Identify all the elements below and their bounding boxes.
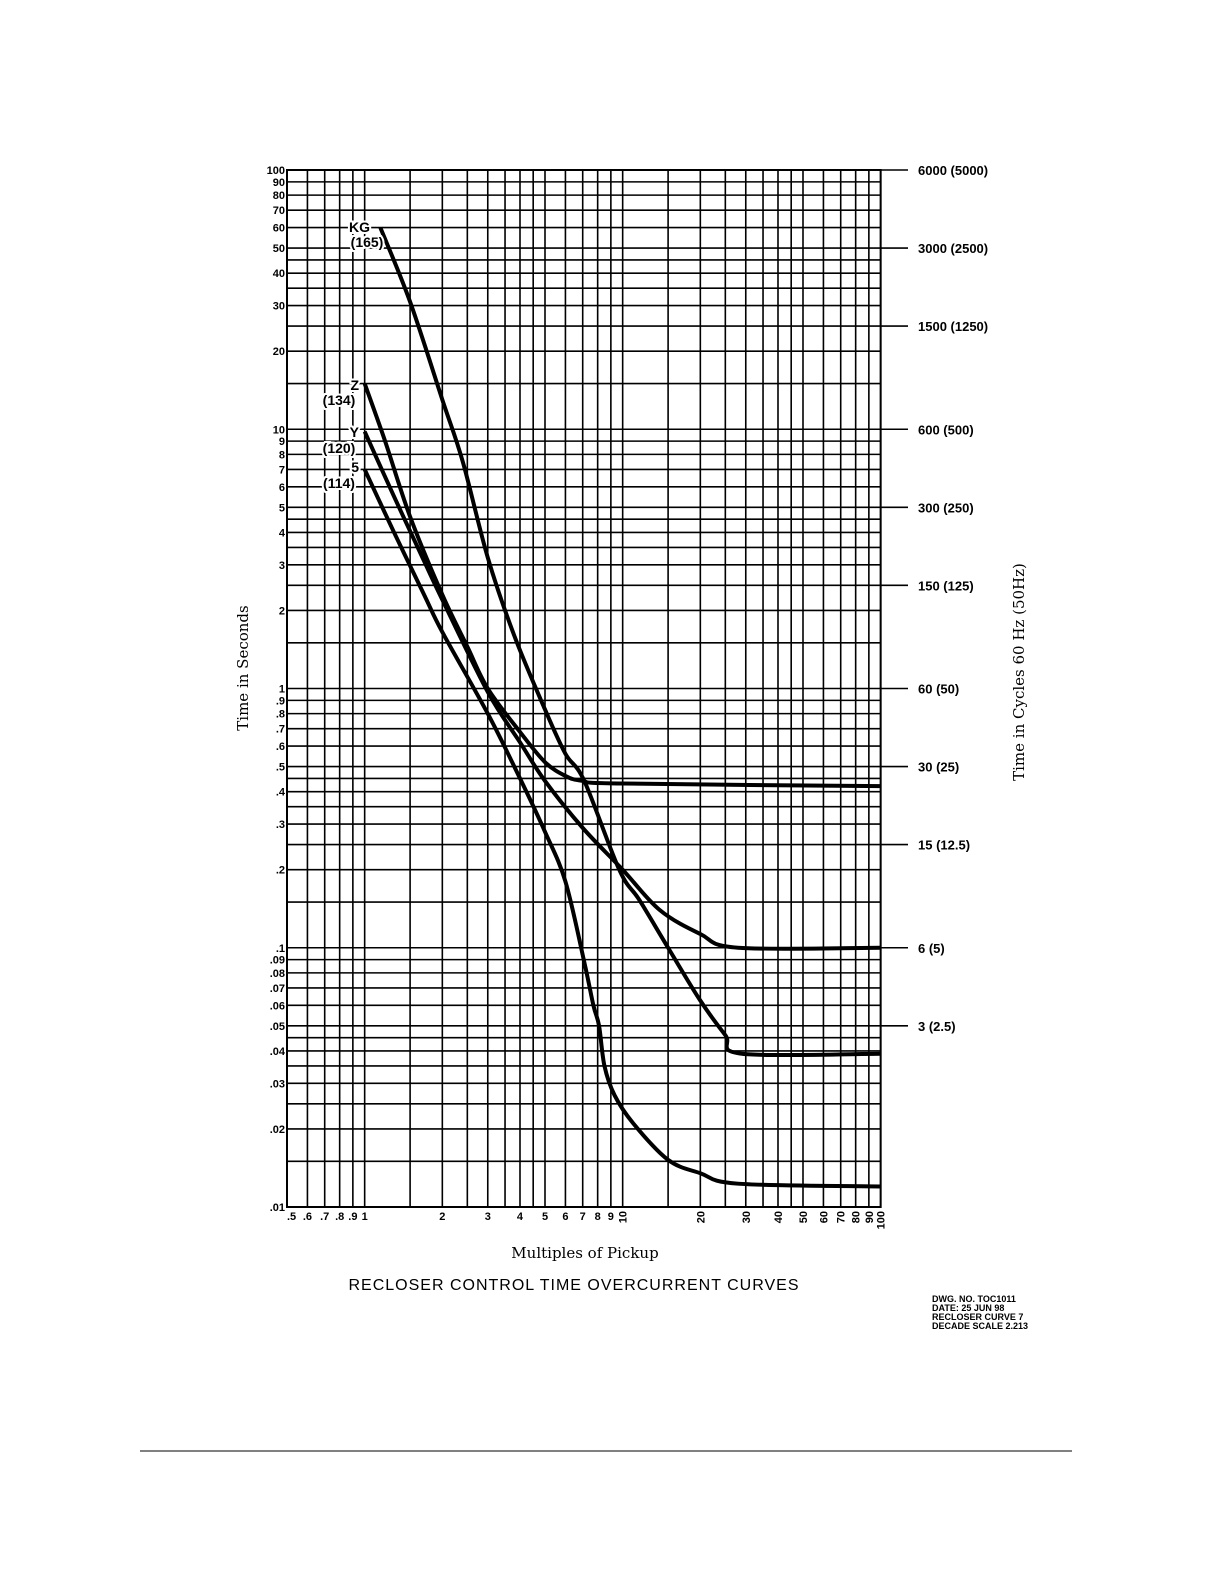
x-tick-label: 3 [485, 1211, 491, 1223]
y-tick-label: .8 [276, 709, 285, 721]
y-tick-label: 3 [279, 560, 285, 572]
y2-tick-label: 6000 (5000) [918, 163, 988, 178]
y-tick-label: .03 [270, 1078, 285, 1090]
curve-label-name: 5 [351, 459, 359, 475]
y2-tick-label: 15 (12.5) [918, 838, 970, 853]
y-tick-label: 80 [273, 190, 285, 202]
x-tick-label: 60 [818, 1211, 830, 1223]
y-tick-label: 4 [279, 527, 286, 539]
x-tick-label: 50 [798, 1211, 810, 1223]
x-tick-label: 1 [362, 1211, 368, 1223]
y2-tick-label: 30 (25) [918, 760, 959, 775]
curve-kg [378, 226, 881, 1058]
x-tick-label: .8 [335, 1211, 344, 1223]
curve-label-name: KG [349, 219, 370, 235]
x-tick-label: 8 [595, 1211, 601, 1223]
curve-label-name: Y [350, 424, 360, 440]
curves [362, 226, 881, 1189]
grid [286, 169, 882, 1208]
y-tick-label: .09 [270, 955, 285, 967]
drawing-scale: DECADE SCALE 2.213 [932, 1321, 1028, 1331]
y2-tick-label: 60 (50) [918, 682, 959, 697]
y-tick-label: .06 [270, 1000, 285, 1012]
y2-tick-label: 6 (5) [918, 941, 945, 956]
drawing-date: DATE: 25 JUN 98 [932, 1303, 1004, 1313]
y-tick-label: .01 [270, 1202, 285, 1214]
y2-tick-label: 3 (2.5) [918, 1019, 956, 1034]
x-tick-label: .6 [303, 1211, 312, 1223]
y-tick-label: 90 [273, 177, 285, 189]
drawing-number: DWG. NO. TOC1011 [932, 1294, 1016, 1304]
x-axis-ticks: .5 .6 .7 .8 .9 1 2 3 4 5 6 7 8 9 10 20 30 40 50 60 70 80 90 100 [287, 1211, 888, 1229]
curve-label-code: (134) [323, 392, 356, 408]
x-tick-label: 90 [864, 1211, 876, 1223]
x-tick-label: 40 [773, 1211, 785, 1223]
x-tick-label: .5 [287, 1211, 296, 1223]
x-tick-label: 70 [836, 1211, 848, 1223]
y2-tick-label: 300 (250) [918, 500, 974, 515]
y-tick-label: 20 [273, 346, 285, 358]
curve-y [362, 430, 881, 951]
y-axis-label: Time in Seconds [234, 605, 252, 730]
y-tick-label: 6 [279, 482, 285, 494]
x-tick-label: 20 [695, 1211, 707, 1223]
y-tick-label: 8 [279, 449, 285, 461]
curve-label-code: (165) [351, 234, 384, 250]
y2-tick-label: 3000 (2500) [918, 241, 988, 256]
y-tick-label: 30 [273, 301, 285, 313]
x-tick-label: .7 [320, 1211, 329, 1223]
y-tick-label: 9 [279, 436, 285, 448]
x-tick-label: 10 [618, 1211, 630, 1223]
y-tick-label: .05 [270, 1021, 285, 1033]
y-tick-label: .04 [270, 1046, 286, 1058]
y-tick-label: .6 [276, 741, 285, 753]
x-tick-label: 2 [439, 1211, 445, 1223]
y-tick-label: .07 [270, 983, 285, 995]
y2-axis-ticks: 6000 (5000) 3000 (2500) 1500 (1250) 600 (50… [880, 163, 988, 1034]
y-tick-label: 50 [273, 243, 285, 255]
y2-tick-label: 600 (500) [918, 422, 974, 437]
y-tick-label: .08 [270, 968, 285, 980]
y-tick-label: 1 [279, 684, 285, 696]
curve-5 [362, 468, 881, 1189]
y-tick-label: 5 [279, 502, 285, 514]
x-tick-label: 5 [542, 1211, 548, 1223]
y-tick-label: 2 [279, 605, 285, 617]
curve-label-code: (120) [323, 440, 356, 456]
x-tick-label: .9 [348, 1211, 357, 1223]
curve-labels: KG(165) Z(134) Y(120) 5(114) [321, 217, 386, 493]
x-axis-label: Multiples of Pickup [511, 1244, 658, 1262]
y-tick-label: 40 [273, 268, 285, 280]
x-tick-label: 9 [608, 1211, 614, 1223]
x-tick-label: 4 [517, 1211, 524, 1223]
y2-tick-label: 1500 (1250) [918, 319, 988, 334]
y-tick-label: .02 [270, 1124, 285, 1136]
curve-label-code: (114) [323, 475, 355, 491]
curve-z [362, 382, 881, 789]
x-tick-label: 30 [741, 1211, 753, 1223]
drawing-curve: RECLOSER CURVE 7 [932, 1312, 1023, 1322]
x-tick-label: 80 [851, 1211, 863, 1223]
y-tick-label: .4 [276, 787, 286, 799]
curve-label-name: Z [350, 377, 359, 393]
y-tick-label: .7 [276, 724, 285, 736]
y-tick-label: 60 [273, 223, 285, 235]
y-tick-label: .2 [276, 865, 285, 877]
y-tick-label: 7 [279, 464, 285, 476]
x-tick-label: 100 [876, 1211, 888, 1229]
y-tick-label: .9 [276, 695, 285, 707]
y-tick-label: 100 [267, 165, 285, 177]
y-tick-label: 70 [273, 205, 285, 217]
y-tick-label: 10 [273, 424, 285, 436]
y-tick-label: .5 [276, 762, 285, 774]
chart-title: RECLOSER CONTROL TIME OVERCURRENT CURVES [348, 1277, 799, 1294]
y-tick-label: .1 [276, 943, 285, 955]
y2-tick-label: 150 (125) [918, 578, 974, 593]
x-tick-label: 7 [580, 1211, 586, 1223]
y2-axis-label: Time in Cycles 60 Hz (50Hz) [1010, 563, 1028, 781]
y-tick-label: .3 [276, 819, 285, 831]
x-tick-label: 6 [562, 1211, 568, 1223]
